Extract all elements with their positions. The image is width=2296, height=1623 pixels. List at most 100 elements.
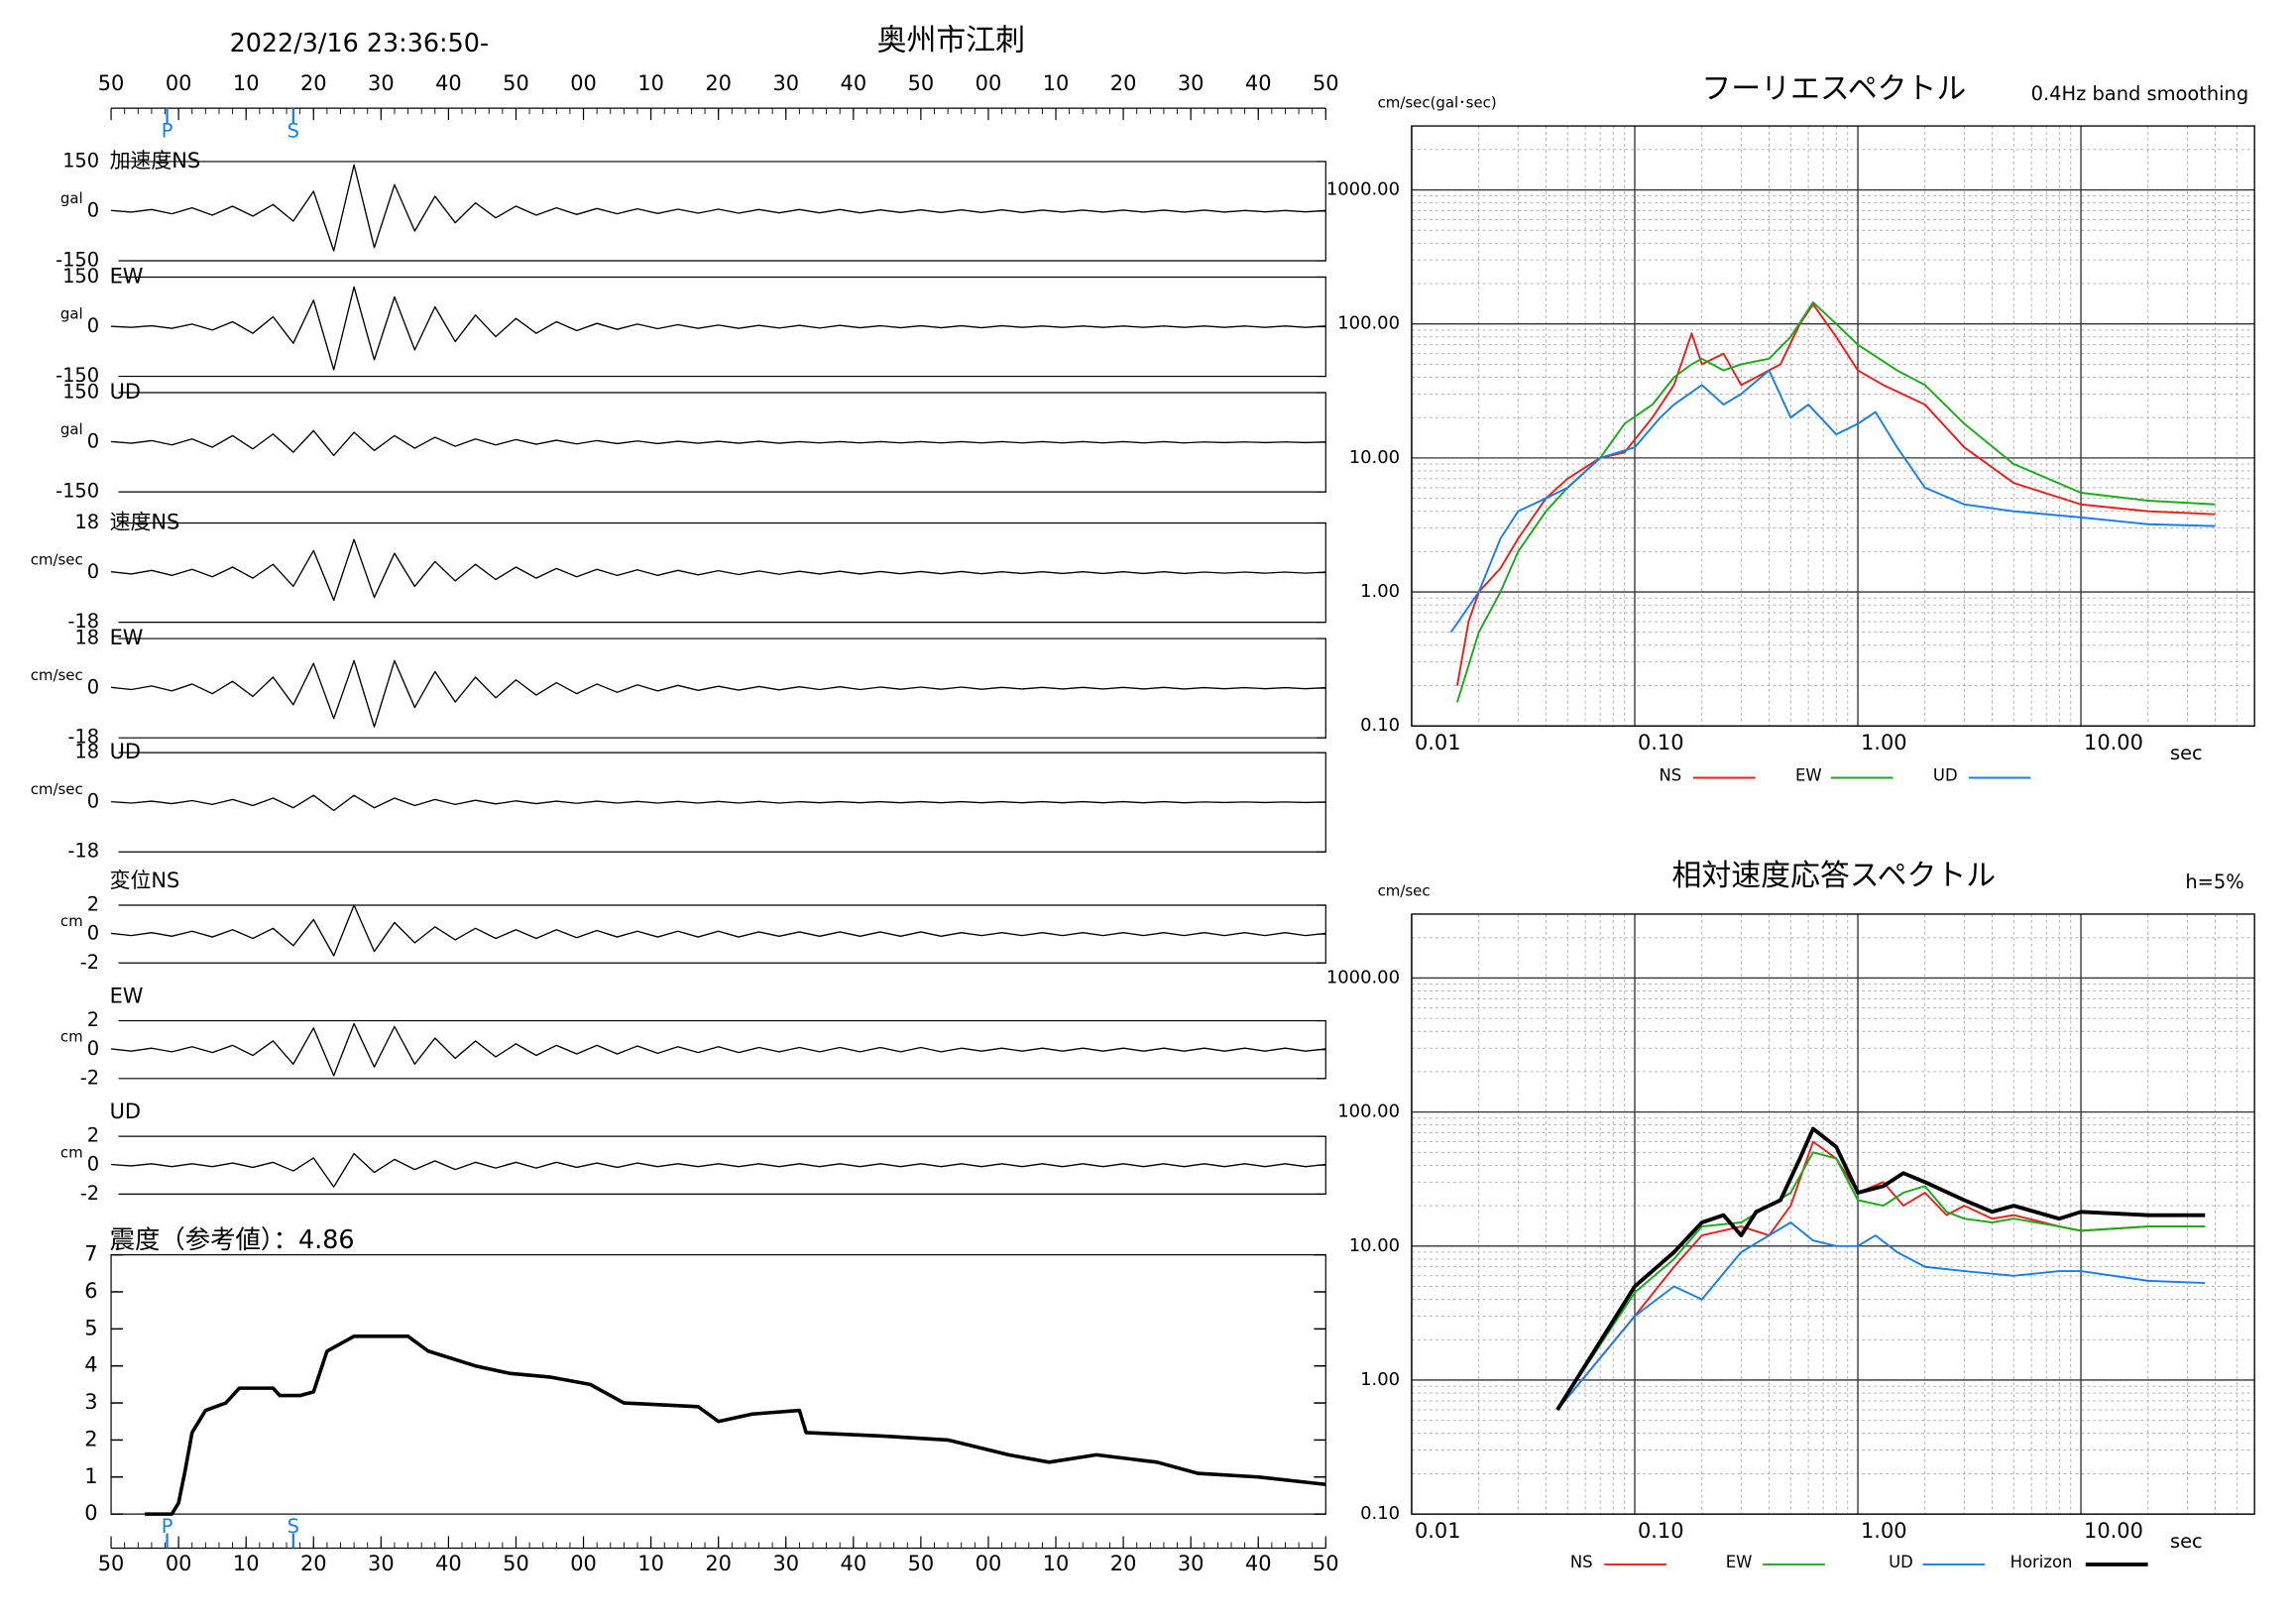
panel-name: EW: [110, 264, 144, 288]
y-tick-label: 18: [74, 511, 99, 533]
x-tick-label: 10: [637, 1552, 664, 1575]
unit-label: cm/sec: [31, 551, 83, 569]
spectrum-line: [1449, 369, 2216, 634]
x-tick-label: 10.00: [2084, 1519, 2143, 1543]
panel-frame: [118, 638, 1326, 739]
y-tick-label: 1.00: [1360, 581, 1400, 602]
response-subtitle: h=5%: [2185, 870, 2243, 893]
fourier-x-label: sec: [2170, 742, 2203, 764]
x-tick-label: 40: [1245, 71, 1272, 95]
unit-label: cm/sec: [31, 780, 83, 798]
panel-name: 加速度NS: [110, 149, 201, 173]
x-tick-label: 00: [570, 71, 597, 95]
y-tick-label: 18: [74, 627, 99, 649]
y-tick-label: 0: [87, 922, 99, 945]
y-tick-label: 150: [62, 149, 99, 172]
waveform: [110, 659, 1326, 728]
x-tick-label: 50: [503, 71, 529, 95]
unit-label: cm: [60, 1028, 83, 1046]
spectrum-line: [1455, 300, 2216, 703]
station-title: 奥州市江刺: [877, 23, 1025, 58]
y-tick-label: 100.00: [1337, 313, 1400, 334]
panel-name: EW: [110, 985, 144, 1008]
x-tick-label: 30: [772, 71, 799, 95]
phase-label: S: [287, 1515, 299, 1538]
x-tick-label: 30: [772, 1552, 799, 1575]
legend-label: UD: [1889, 1553, 1913, 1571]
x-tick-label: 50: [908, 71, 935, 95]
x-tick-label: 1.00: [1861, 731, 1907, 754]
legend-label: EW: [1795, 766, 1822, 785]
y-tick-label: 10.00: [1349, 1235, 1400, 1256]
y-tick-label: 0: [87, 198, 99, 221]
fourier-y-label: cm/sec(gal･sec): [1378, 94, 1497, 112]
x-tick-label: 20: [300, 71, 327, 95]
y-tick-label: 2: [84, 1427, 97, 1450]
fourier-title: フーリエスペクトル: [1701, 72, 1966, 107]
x-tick-label: 40: [435, 71, 462, 95]
unit-label: gal: [60, 305, 83, 323]
unit-label: cm: [60, 912, 83, 930]
y-tick-label: -18: [67, 840, 99, 863]
response-title: 相対速度応答スペクトル: [1672, 859, 1997, 893]
unit-label: gal: [60, 420, 83, 438]
x-tick-label: 40: [435, 1552, 462, 1575]
x-tick-label: 50: [1313, 71, 1339, 95]
y-tick-label: 0.10: [1360, 1503, 1400, 1524]
x-tick-label: 50: [98, 71, 125, 95]
x-tick-label: 40: [841, 71, 867, 95]
x-tick-label: 20: [705, 71, 732, 95]
x-tick-label: 10: [1043, 1552, 1070, 1575]
y-tick-label: 5: [84, 1316, 97, 1339]
y-tick-label: 150: [62, 381, 99, 404]
fourier-subtitle: 0.4Hz band smoothing: [2031, 82, 2249, 105]
unit-label: cm/sec: [31, 666, 83, 684]
x-tick-label: 1.00: [1861, 1519, 1907, 1543]
panel-name: UD: [110, 1100, 141, 1123]
plot-frame: [1411, 125, 2255, 727]
response-x-label: sec: [2170, 1530, 2203, 1553]
panel-frame: [118, 522, 1326, 624]
waveform: [110, 904, 1326, 957]
x-tick-label: 0.10: [1638, 1519, 1684, 1543]
x-tick-label: 00: [166, 1552, 192, 1575]
y-tick-label: -18: [67, 610, 99, 633]
y-tick-label: -2: [80, 1066, 99, 1089]
waveform: [111, 794, 1326, 812]
y-tick-label: -18: [67, 726, 99, 749]
spectrum-line: [1555, 1126, 2206, 1411]
panel-frame: [118, 1135, 1326, 1195]
x-tick-label: 20: [1110, 71, 1137, 95]
unit-label: gal: [60, 189, 83, 207]
y-tick-label: 150: [62, 265, 99, 288]
y-tick-label: 2: [87, 1124, 99, 1147]
legend-label: EW: [1726, 1553, 1753, 1571]
x-tick-label: 30: [368, 1552, 395, 1575]
x-tick-label: 40: [841, 1552, 867, 1575]
panel-name: 変位NS: [110, 869, 180, 892]
response-y-label: cm/sec: [1378, 882, 1431, 900]
y-tick-label: 0: [87, 1153, 99, 1176]
y-tick-label: 1: [84, 1464, 97, 1488]
waveform: [111, 286, 1326, 371]
phase-label: P: [162, 120, 173, 143]
x-tick-label: 0.10: [1638, 731, 1684, 754]
y-tick-label: 4: [84, 1353, 97, 1377]
x-tick-label: 0.01: [1415, 1519, 1461, 1543]
x-tick-label: 20: [1110, 1552, 1137, 1575]
y-tick-label: 6: [84, 1279, 97, 1303]
intensity-frame: [110, 1254, 1326, 1515]
y-tick-label: 1.00: [1360, 1369, 1400, 1390]
y-tick-label: -150: [56, 249, 99, 272]
panel-name: UD: [110, 380, 141, 404]
y-tick-label: 0: [87, 314, 99, 337]
y-tick-label: 2: [87, 1008, 99, 1031]
x-tick-label: 20: [705, 1552, 732, 1575]
x-tick-label: 10: [233, 71, 260, 95]
legend-label: NS: [1659, 766, 1681, 785]
phase-label: S: [287, 120, 299, 143]
panel-frame: [118, 1019, 1326, 1080]
waveform: [110, 538, 1326, 602]
x-tick-label: 10: [1043, 71, 1070, 95]
